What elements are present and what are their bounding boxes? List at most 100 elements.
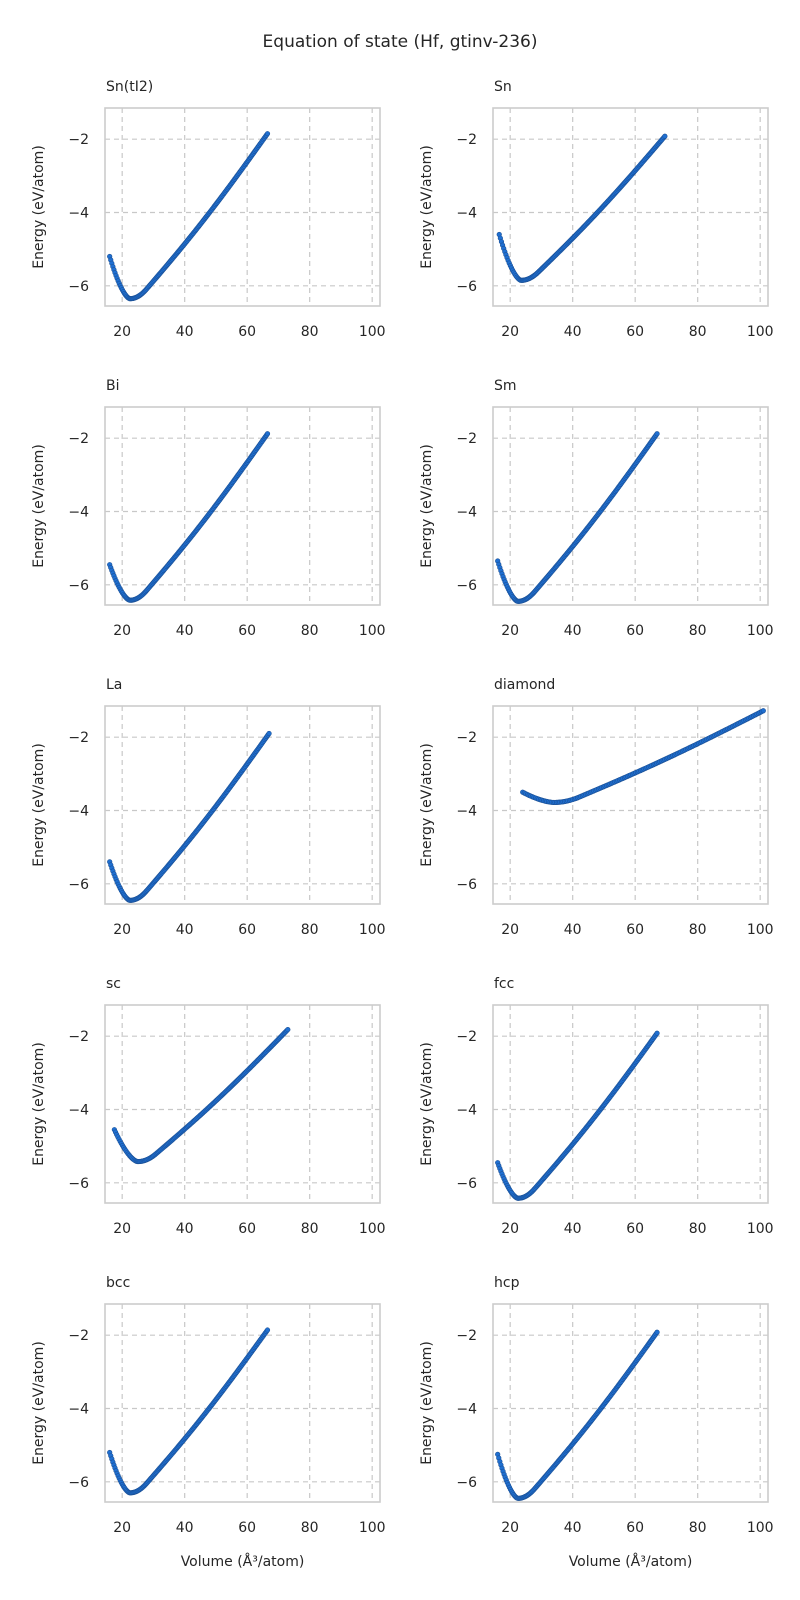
panel-8: fcc 20 40 60 80 100 −6 −4 −2 Energy (eV/atom) xyxy=(419,976,774,1237)
y-tick-label: −4 xyxy=(68,505,89,521)
x-tick-label: 100 xyxy=(747,324,774,340)
y-axis-label: Energy (eV/atom) xyxy=(419,743,435,867)
panel-2: Sn 20 40 60 80 100 −6 −4 −2 Energy (eV/atom) xyxy=(419,79,774,340)
panel-9: bcc 20 40 60 80 100 −6 −4 −2 Energy (eV/atom) Volu… xyxy=(31,1275,386,1570)
y-tick-label: −4 xyxy=(456,1103,477,1119)
panel-title: bcc xyxy=(106,1275,130,1291)
x-tick-label: 100 xyxy=(747,1520,774,1536)
x-tick-label: 80 xyxy=(301,623,319,639)
data-point xyxy=(654,1329,660,1335)
y-tick-label: −4 xyxy=(68,804,89,820)
x-tick-label: 40 xyxy=(564,324,582,340)
x-tick-label: 80 xyxy=(301,324,319,340)
x-tick-label: 60 xyxy=(238,324,256,340)
data-point xyxy=(760,708,766,714)
y-axis-label: Energy (eV/atom) xyxy=(31,1042,47,1166)
x-tick-label: 20 xyxy=(113,324,131,340)
y-axis-label: Energy (eV/atom) xyxy=(419,444,435,568)
data-series xyxy=(520,708,766,806)
x-tick-label: 20 xyxy=(501,1520,519,1536)
panel-title: Sm xyxy=(494,378,517,394)
x-tick-label: 20 xyxy=(501,324,519,340)
y-axis-label: Energy (eV/atom) xyxy=(31,444,47,568)
data-point xyxy=(264,131,271,137)
x-tick-label: 100 xyxy=(359,1520,386,1536)
data-point xyxy=(654,431,660,437)
x-tick-label: 100 xyxy=(359,1221,386,1237)
data-series xyxy=(495,431,660,604)
plot-frame xyxy=(492,406,769,606)
panel-title: Bi xyxy=(106,378,120,394)
y-tick-label: −4 xyxy=(456,804,477,820)
y-tick-label: −6 xyxy=(68,578,89,594)
panel-10: hcp 20 40 60 80 100 −6 −4 −2 Energy (eV/atom) Volu… xyxy=(419,1275,774,1570)
x-tick-label: 80 xyxy=(689,1221,707,1237)
data-point xyxy=(654,1030,660,1036)
data-series xyxy=(107,1327,271,1496)
x-tick-label: 80 xyxy=(689,324,707,340)
plot-frame xyxy=(104,107,381,307)
y-axis-label: Energy (eV/atom) xyxy=(31,1341,47,1465)
x-tick-label: 100 xyxy=(747,1221,774,1237)
panel-title: hcp xyxy=(494,1275,520,1291)
panel-title: La xyxy=(106,677,122,693)
x-tick-label: 100 xyxy=(359,922,386,938)
panel-title: sc xyxy=(106,976,121,992)
data-series xyxy=(495,1329,660,1501)
y-tick-label: −6 xyxy=(456,1176,477,1192)
x-tick-label: 80 xyxy=(689,922,707,938)
panel-3: Bi 20 40 60 80 100 −6 −4 −2 Energy (eV/atom) xyxy=(31,378,386,639)
y-tick-label: −2 xyxy=(68,730,89,746)
panel-grid: Sn(tI2) 20 40 60 80 100 −6 −4 −2 Energy (eV/atom)… xyxy=(31,79,774,1570)
y-tick-label: −2 xyxy=(456,431,477,447)
x-tick-label: 20 xyxy=(501,1221,519,1237)
x-tick-label: 60 xyxy=(626,324,644,340)
x-tick-label: 20 xyxy=(113,1221,131,1237)
x-tick-label: 80 xyxy=(301,1221,319,1237)
x-tick-label: 60 xyxy=(238,922,256,938)
y-tick-label: −4 xyxy=(68,1103,89,1119)
y-tick-label: −2 xyxy=(456,1328,477,1344)
data-series xyxy=(107,730,272,903)
x-tick-label: 100 xyxy=(359,324,386,340)
x-tick-label: 80 xyxy=(301,922,319,938)
data-series xyxy=(496,133,668,283)
y-axis-label: Energy (eV/atom) xyxy=(419,1341,435,1465)
panel-7: sc 20 40 60 80 100 −6 −4 −2 Energy (eV/atom) xyxy=(31,976,386,1237)
panel-title: Sn(tI2) xyxy=(106,79,153,95)
plot-frame xyxy=(492,705,769,905)
plot-frame xyxy=(492,107,769,307)
y-tick-label: −2 xyxy=(456,1029,477,1045)
data-series xyxy=(111,1026,291,1165)
data-series xyxy=(107,131,271,302)
x-tick-label: 60 xyxy=(626,1221,644,1237)
plot-frame xyxy=(492,1004,769,1204)
x-tick-label: 20 xyxy=(113,623,131,639)
data-point xyxy=(285,1026,291,1033)
y-axis-label: Energy (eV/atom) xyxy=(31,145,47,269)
x-tick-label: 60 xyxy=(238,623,256,639)
x-tick-label: 100 xyxy=(747,623,774,639)
x-tick-label: 80 xyxy=(301,1520,319,1536)
data-point xyxy=(266,730,272,737)
data-point xyxy=(662,133,668,139)
x-tick-label: 60 xyxy=(626,1520,644,1536)
y-tick-label: −6 xyxy=(68,877,89,893)
plot-frame xyxy=(492,1303,769,1503)
panel-title: diamond xyxy=(494,677,555,693)
y-axis-label: Energy (eV/atom) xyxy=(31,743,47,867)
y-tick-label: −4 xyxy=(456,505,477,521)
x-tick-label: 80 xyxy=(689,1520,707,1536)
x-tick-label: 20 xyxy=(113,922,131,938)
plot-frame xyxy=(104,1303,381,1503)
x-tick-label: 60 xyxy=(626,922,644,938)
y-tick-label: −2 xyxy=(456,730,477,746)
x-tick-label: 100 xyxy=(359,623,386,639)
x-tick-label: 20 xyxy=(501,922,519,938)
y-tick-label: −4 xyxy=(68,206,89,222)
figure-title: Equation of state (Hf, gtinv-236) xyxy=(263,32,538,52)
panel-title: Sn xyxy=(494,79,512,95)
y-tick-label: −4 xyxy=(456,206,477,222)
x-tick-label: 40 xyxy=(176,1520,194,1536)
